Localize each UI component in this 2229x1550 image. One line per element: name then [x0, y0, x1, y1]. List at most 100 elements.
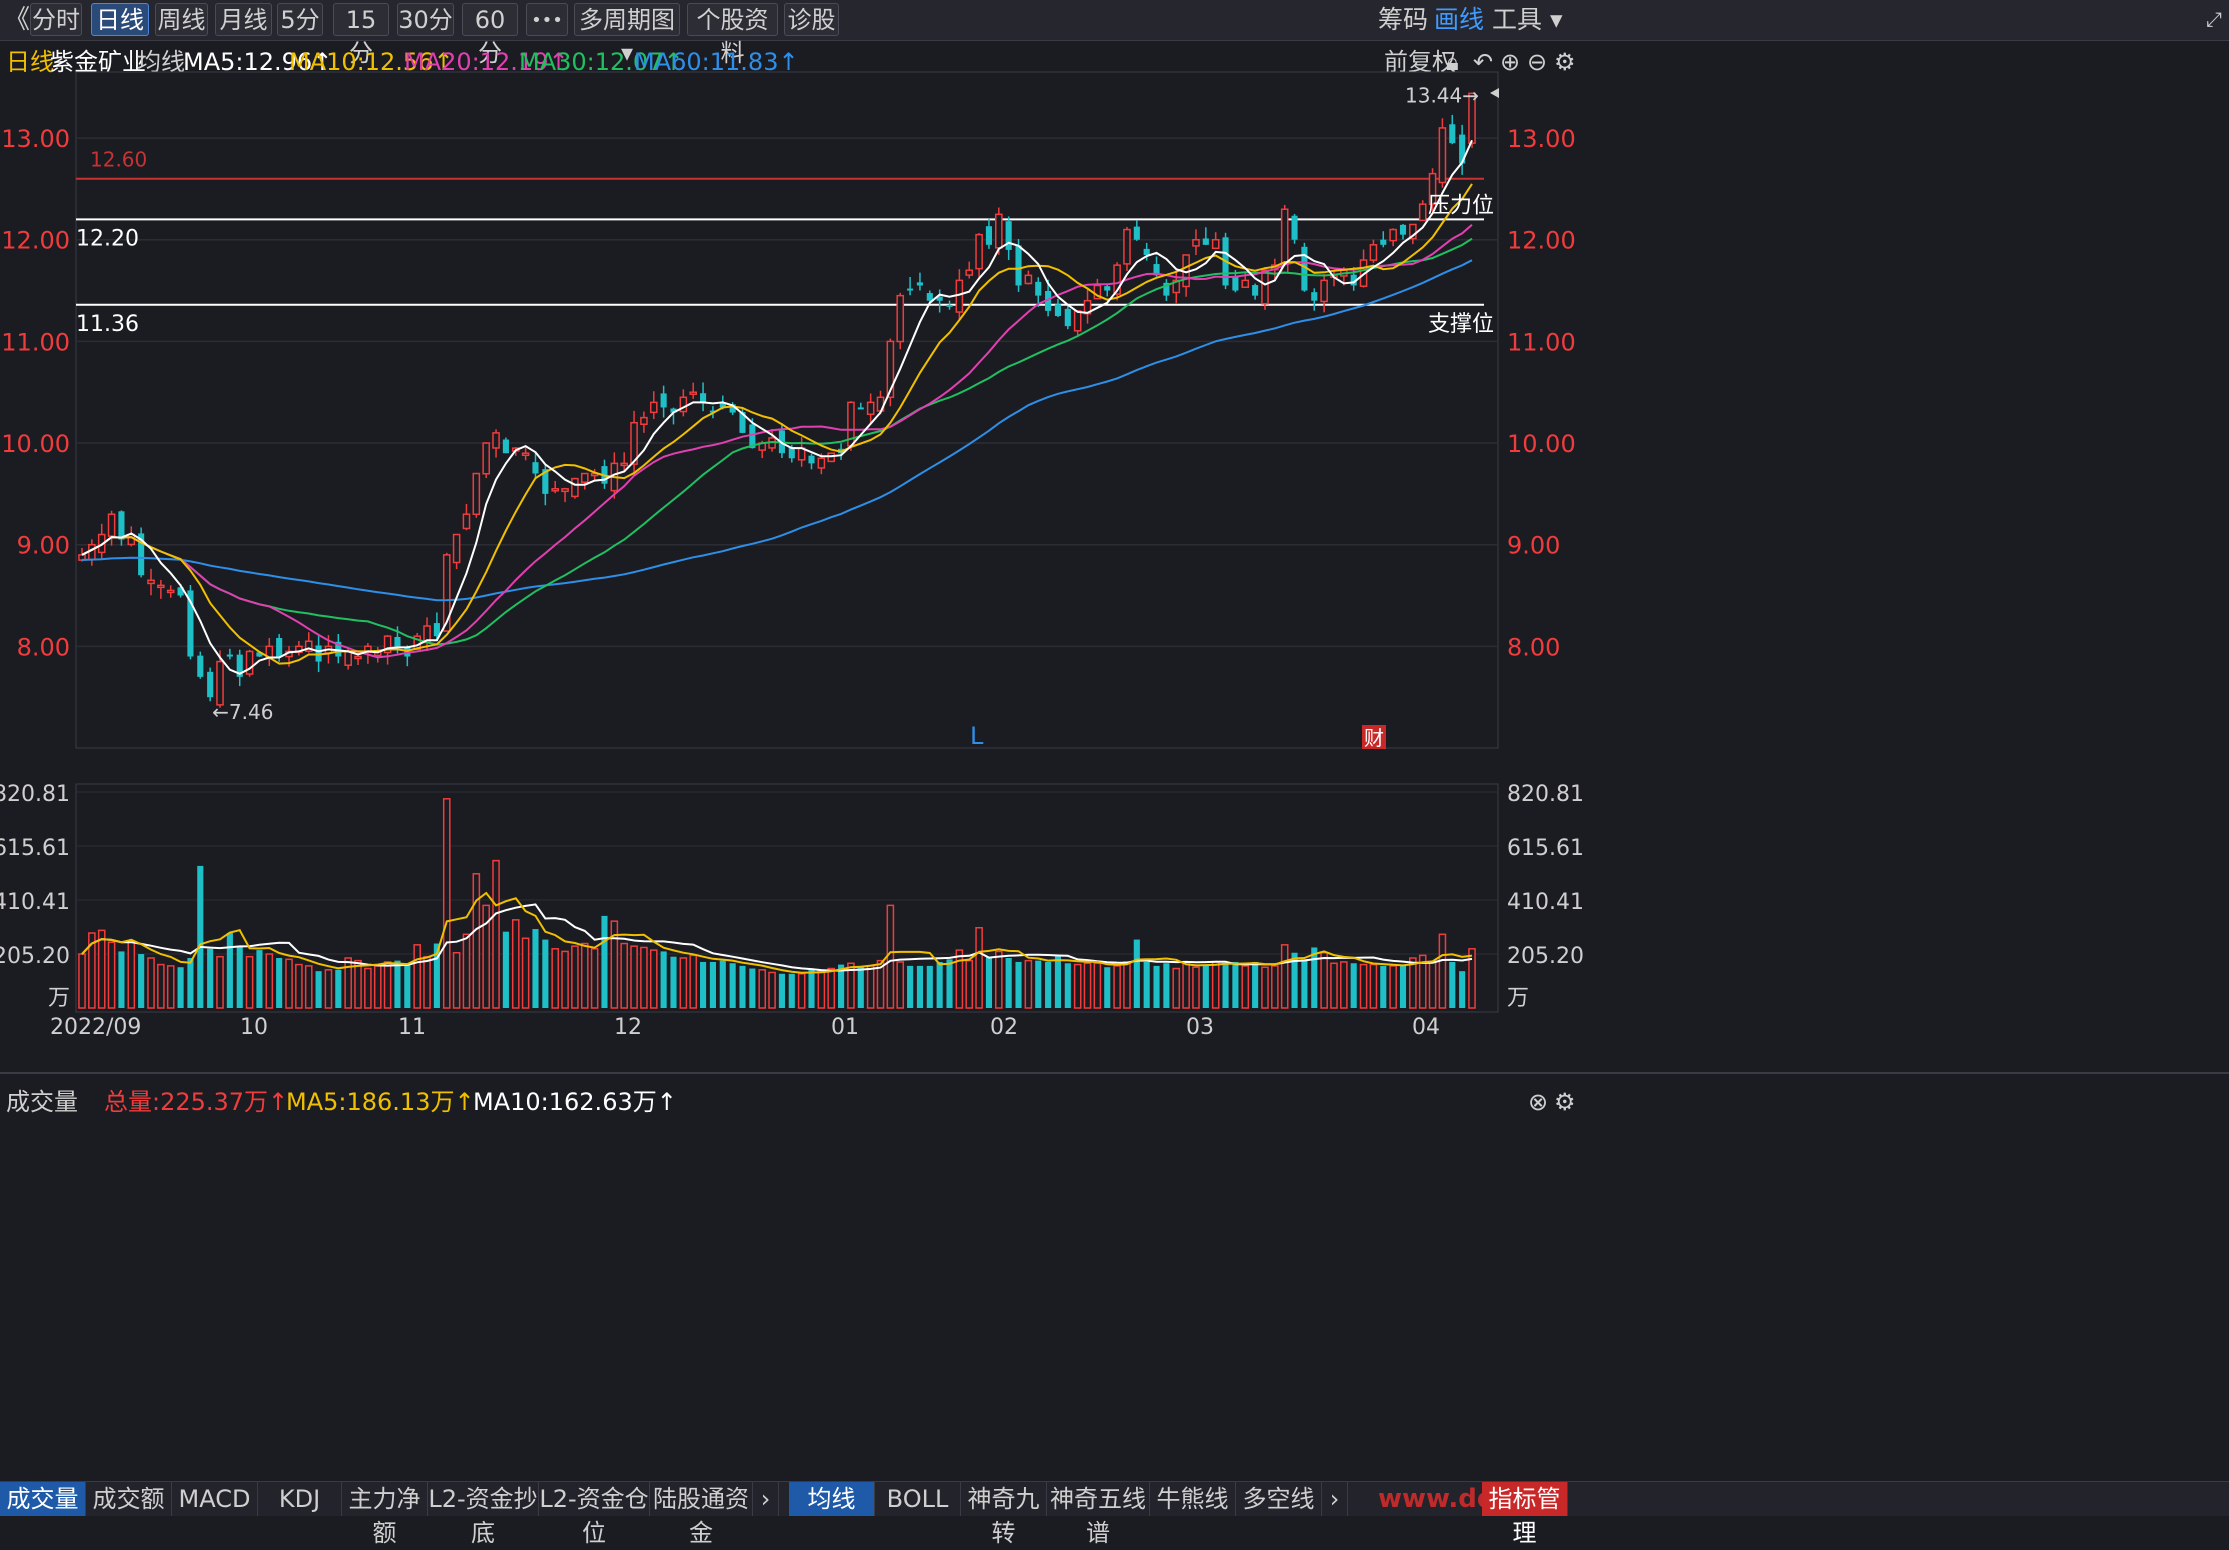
volume-bar	[808, 968, 815, 1008]
ma20-value: MA20:12.19↑	[404, 48, 569, 76]
diagnose-button[interactable]: 诊股	[784, 3, 839, 36]
multi-period-dropdown[interactable]: 多周期图 ▾	[574, 3, 680, 67]
volume-bar	[1320, 951, 1328, 1009]
candle-body	[955, 279, 964, 313]
candle-body	[492, 432, 500, 449]
more-menu-icon[interactable]: •••	[526, 3, 568, 36]
volume-bar	[620, 942, 629, 1009]
candle-body	[670, 408, 677, 413]
tabs-scroll-left-icon[interactable]: ›	[753, 1482, 779, 1516]
price-tick-left: 13.00	[1, 125, 70, 153]
tab-60min[interactable]: 60分	[462, 3, 518, 67]
expand-icon[interactable]: ⤢	[2206, 7, 2222, 31]
tab-bull-bear[interactable]: 牛熊线	[1150, 1482, 1236, 1516]
tab-rixian[interactable]: 日线	[91, 3, 149, 36]
volume-bar	[1350, 963, 1357, 1008]
candle-body	[679, 396, 688, 413]
zoom-in-icon[interactable]: ⊕	[1500, 48, 1521, 76]
volume-bar	[1054, 955, 1062, 1008]
volume-bar	[630, 945, 638, 1009]
tools-dropdown[interactable]: 工具 ▾	[1492, 5, 1563, 34]
candle-body	[335, 641, 342, 657]
candle-body	[1261, 269, 1269, 305]
back-icon[interactable]: 《	[4, 5, 31, 35]
chip-button[interactable]: 筹码	[1378, 5, 1429, 34]
tab-macd[interactable]: MACD	[172, 1482, 258, 1516]
ma-label[interactable]: 均线	[137, 48, 185, 76]
tab-magic-five[interactable]: 神奇五线谱	[1047, 1482, 1150, 1547]
volume-bar	[571, 945, 579, 1009]
tabs-scroll-right-icon[interactable]: ›	[1322, 1482, 1348, 1516]
volume-bar	[511, 919, 520, 1009]
volume-panel-frame	[75, 783, 1499, 1013]
volume-bar	[1449, 961, 1456, 1008]
volume-bar	[995, 950, 1003, 1009]
stock-name: 紫金矿业	[50, 48, 146, 76]
candle-body	[630, 421, 638, 465]
volume-bar	[187, 958, 194, 1008]
candle-body	[207, 671, 214, 698]
tab-zhouxian[interactable]: 周线	[155, 3, 208, 36]
tab-l2-position[interactable]: L2-资金仓位	[539, 1482, 650, 1547]
volume-title[interactable]: 成交量	[6, 1088, 78, 1116]
settings-icon[interactable]: ⚙	[1554, 48, 1576, 76]
volume-bar	[758, 969, 767, 1009]
volume-bar	[344, 957, 352, 1009]
candle-body	[620, 462, 629, 467]
candle-body	[1024, 274, 1033, 285]
stock-profile-button[interactable]: 个股资料	[687, 3, 778, 67]
tab-main-net[interactable]: 主力净额	[342, 1482, 428, 1547]
adjust-button[interactable]: 前复权	[1384, 48, 1456, 76]
lock-icon[interactable]: 🔒︎	[1446, 48, 1459, 76]
tab-kdj[interactable]: KDJ	[258, 1482, 342, 1516]
volume-bar	[383, 961, 392, 1009]
price-tick-right: 12.00	[1507, 227, 1576, 255]
tab-yuexian[interactable]: 月线	[215, 3, 272, 36]
volume-bar	[236, 946, 243, 1008]
tab-fenshi[interactable]: 分时	[30, 3, 82, 36]
tab-hk-connect[interactable]: 陆股通资金	[650, 1482, 753, 1547]
candle-body	[1113, 264, 1121, 295]
ma60-value: MA60:11.83↑	[634, 48, 799, 76]
volume-bar	[719, 960, 726, 1008]
candle-body	[580, 472, 589, 483]
ma5-line	[81, 139, 1473, 675]
ma20-line	[81, 224, 1473, 659]
tab-turnover[interactable]: 成交额	[86, 1482, 172, 1516]
candle-body	[462, 513, 471, 530]
indicator-manage-button[interactable]: 指标管理	[1482, 1482, 1568, 1547]
tab-30min[interactable]: 30分	[397, 3, 454, 36]
kline-chart[interactable]: 13.00 13.00 12.00 12.00 11.00 11.00 10.00 10.00…	[0, 0, 2229, 1515]
tab-15min[interactable]: 15分	[333, 3, 389, 67]
tab-l2-bottom[interactable]: L2-资金抄底	[428, 1482, 539, 1547]
tab-5min[interactable]: 5分	[277, 3, 323, 36]
volume-bar	[1428, 961, 1437, 1009]
tab-volume[interactable]: 成交量	[0, 1482, 86, 1516]
candle-body	[1054, 304, 1062, 316]
candle-body	[1320, 279, 1328, 303]
x-axis-label: 03	[1186, 1015, 1214, 1040]
close-volume-icon[interactable]: ⊗	[1528, 1088, 1549, 1116]
candle-body	[1428, 172, 1437, 205]
volume-bar	[580, 942, 589, 1009]
zoom-out-icon[interactable]: ⊖	[1527, 48, 1548, 76]
resistance-text: 压力位	[1428, 193, 1494, 218]
volume-bar	[1301, 959, 1308, 1008]
volume-bar	[936, 961, 943, 1008]
volume-bar	[364, 967, 372, 1009]
candle-body	[1438, 127, 1447, 184]
price-cursor-icon	[1490, 88, 1499, 98]
volume-bar	[335, 969, 342, 1008]
tab-magic-nine[interactable]: 神奇九转	[961, 1482, 1047, 1547]
candle-body	[304, 640, 313, 652]
volume-bar	[1280, 944, 1289, 1009]
undo-icon[interactable]: ↶	[1473, 48, 1494, 76]
draw-line-button[interactable]: 画线	[1434, 5, 1485, 34]
candle-body	[344, 650, 352, 666]
tab-boll[interactable]: BOLL	[875, 1482, 961, 1516]
candle-body	[1035, 281, 1042, 296]
tab-long-short[interactable]: 多空线	[1236, 1482, 1322, 1516]
volume-bar	[166, 965, 175, 1009]
tab-ma[interactable]: 均线	[789, 1482, 875, 1516]
volume-settings-icon[interactable]: ⚙	[1554, 1088, 1576, 1116]
